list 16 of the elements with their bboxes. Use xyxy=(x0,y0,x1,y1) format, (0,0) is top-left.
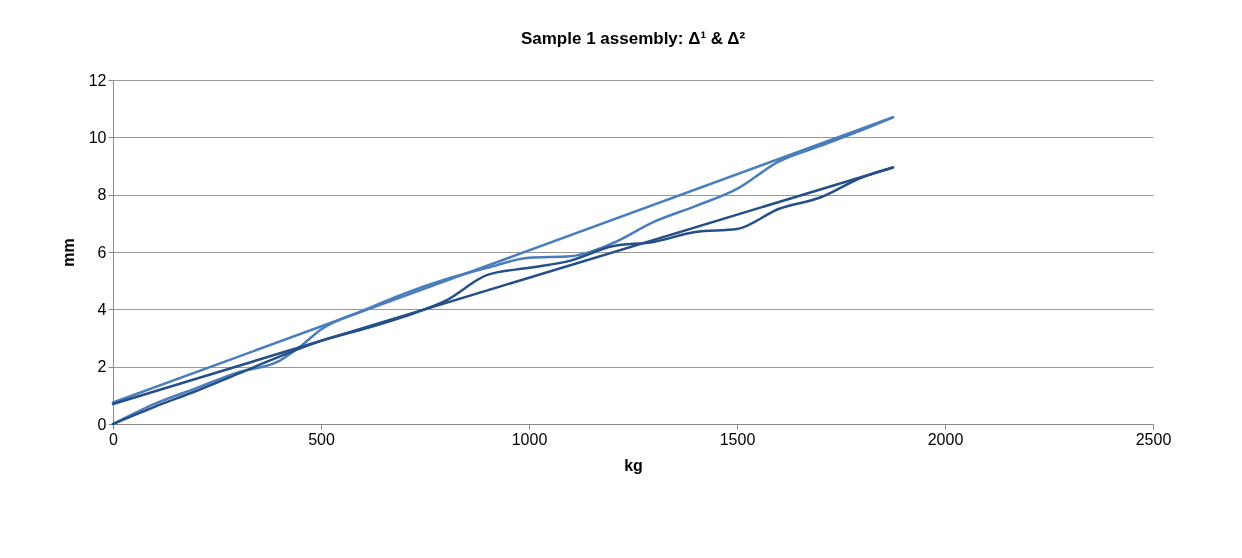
x-tick-label: 1500 xyxy=(719,430,756,448)
y-tick-label: 6 xyxy=(97,243,107,261)
y-axis-title: mm xyxy=(59,238,77,267)
x-tick-label: 2000 xyxy=(927,430,964,448)
x-tick-label: 500 xyxy=(308,430,335,448)
y-tick-label: 4 xyxy=(97,300,107,318)
y-tick-label: 12 xyxy=(88,71,107,89)
y-tick-label: 8 xyxy=(97,186,107,204)
x-tick-label: 1000 xyxy=(511,430,548,448)
x-tick-label: 2500 xyxy=(1135,430,1172,448)
x-tick-label: 0 xyxy=(109,430,119,448)
y-tick-label: 2 xyxy=(97,358,107,376)
chart-title: Sample 1 assembly: Δ¹ & Δ² xyxy=(520,29,746,48)
y-tick-label: 0 xyxy=(97,415,107,433)
x-axis-title: kg xyxy=(624,456,643,474)
y-tick-label: 10 xyxy=(88,128,107,146)
